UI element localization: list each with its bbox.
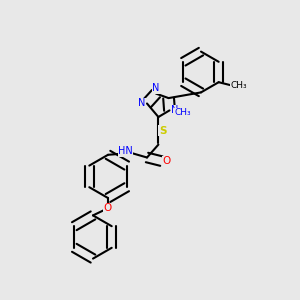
Text: N: N — [138, 98, 145, 109]
Text: O: O — [162, 156, 170, 166]
Text: N: N — [152, 83, 160, 93]
Text: HN: HN — [118, 146, 133, 157]
Text: CH₃: CH₃ — [230, 81, 247, 90]
Text: S: S — [159, 125, 166, 136]
Text: CH₃: CH₃ — [175, 108, 191, 117]
Text: N: N — [171, 105, 178, 116]
Text: O: O — [104, 203, 112, 213]
